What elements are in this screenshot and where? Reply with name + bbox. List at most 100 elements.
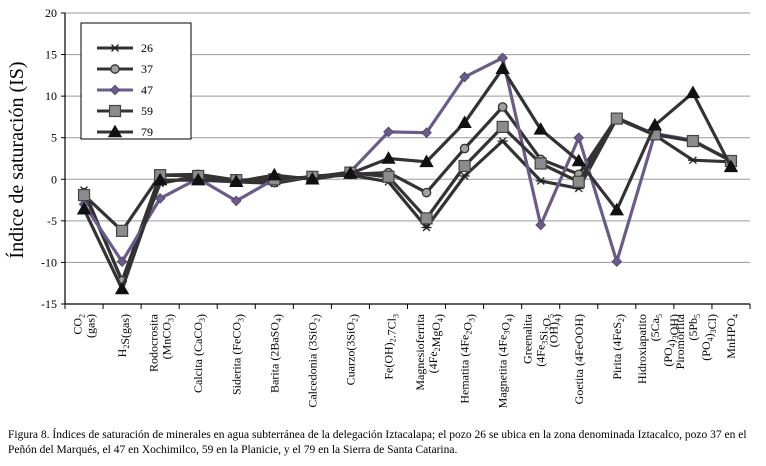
category-label-siderita: Siderita (FeCO3) xyxy=(229,314,246,395)
data-point xyxy=(110,64,120,74)
data-point xyxy=(229,174,244,188)
legend-item-79: 79 xyxy=(97,124,153,139)
data-point xyxy=(114,281,130,295)
data-point xyxy=(497,137,508,145)
category-label-pirita: Pirita (4FeS2) xyxy=(610,314,627,380)
data-point xyxy=(267,167,282,181)
legend-box xyxy=(80,22,192,140)
data-point xyxy=(533,122,548,135)
data-point xyxy=(305,171,320,185)
category-label-co2: CO2 xyxy=(71,314,87,335)
category-label-calcedonia: Calcedonia (3SiO2) xyxy=(305,314,322,408)
data-point xyxy=(419,154,434,168)
y-tick-label: 20 xyxy=(45,6,57,20)
saturation-index-chart: -15 -10 -5 0 5 10 15 20 CO2(gas) H2S(gas) Rodocro… xyxy=(5,6,751,408)
y-tick-label: -15 xyxy=(41,297,57,311)
data-point xyxy=(685,85,701,99)
data-point xyxy=(647,117,663,131)
category-label-rodocrosita: Rodocrosita xyxy=(147,313,161,372)
data-point xyxy=(572,175,585,188)
data-point xyxy=(535,176,546,185)
category-label-cuarzo: Cuarzo(3SiO2) xyxy=(343,314,360,385)
series-line-79 xyxy=(82,67,733,291)
y-tick-label: 5 xyxy=(51,131,57,145)
category-label-hematita: Hematita (4Fe2O3) xyxy=(458,314,478,404)
data-point xyxy=(108,104,122,118)
category-label-hidroxiapatito: (5Ca5 xyxy=(648,314,664,341)
y-axis-label: Índice de saturación (IS) xyxy=(5,61,28,258)
data-point xyxy=(611,256,623,267)
data-point xyxy=(381,151,396,164)
series-line-47 xyxy=(82,56,732,264)
data-point xyxy=(421,187,432,198)
data-point xyxy=(687,156,698,165)
data-point xyxy=(109,84,121,96)
category-label-magnetita: Magnetita (4Fe3O4) xyxy=(496,314,516,408)
y-tick-label: -10 xyxy=(41,255,57,269)
data-point xyxy=(610,112,623,125)
category-label-co2: (gas) xyxy=(84,314,98,338)
legend-label-26: 26 xyxy=(141,41,153,55)
category-label-h2s: H2S(gas) xyxy=(115,314,132,357)
data-point xyxy=(115,224,129,237)
data-point xyxy=(191,172,206,186)
data-point xyxy=(107,124,123,138)
data-point xyxy=(152,172,168,186)
data-point xyxy=(110,44,120,52)
data-point xyxy=(154,193,166,204)
data-point xyxy=(76,201,92,215)
category-label-piromorfita: Piromorfita xyxy=(673,313,687,369)
data-point xyxy=(573,132,585,144)
category-label-barita: Barita (2BaSO4) xyxy=(267,314,284,393)
data-point xyxy=(459,143,470,154)
y-tick-label: 15 xyxy=(45,48,57,62)
series-79 xyxy=(76,61,739,295)
series-lines xyxy=(76,52,739,295)
category-label-hidroxiapatito: (PO4)3OH) xyxy=(661,314,681,367)
data-point xyxy=(686,134,700,148)
data-point xyxy=(343,166,358,179)
data-point xyxy=(421,223,432,232)
category-label-piromorfita: (PO4)3Cl) xyxy=(699,314,719,361)
legend-label-79: 79 xyxy=(141,125,153,139)
legend-item-26: 26 xyxy=(97,41,153,55)
data-point xyxy=(497,102,508,112)
y-tick-label: 0 xyxy=(51,172,57,186)
data-point xyxy=(459,71,470,83)
category-label-piromorfita: (5Pb5 xyxy=(686,314,702,341)
data-point xyxy=(383,126,394,138)
data-point xyxy=(495,61,510,74)
data-point xyxy=(459,172,470,180)
category-labels: CO2(gas) H2S(gas) Rodocrosita (MnCO3) Calcit… xyxy=(71,313,741,408)
category-label-magnesioferrita: Magnesioferrita xyxy=(413,313,427,390)
category-label-greenalita: (OH)4) xyxy=(547,314,564,347)
legend-item-59: 59 xyxy=(97,104,153,118)
series-line-59 xyxy=(82,116,732,233)
legend: 26 37 47 59 79 xyxy=(80,22,192,140)
legend-label-37: 37 xyxy=(141,62,153,76)
category-label-greenalita: Greenalita xyxy=(521,313,535,364)
category-label-rodocrosita: (MnCO3) xyxy=(160,314,177,359)
legend-item-37: 37 xyxy=(97,62,153,76)
data-point xyxy=(723,159,739,173)
category-label-feoh: Fe(OH)2.7Cl3 xyxy=(382,314,401,380)
legend-label-59: 59 xyxy=(141,104,153,118)
figure-caption: Figura 8. Índices de saturación de miner… xyxy=(8,429,747,456)
category-label-mnhpo4: MnHPO4 xyxy=(724,314,740,359)
data-point xyxy=(116,256,128,267)
data-point xyxy=(534,157,547,170)
data-point xyxy=(457,115,472,129)
data-point xyxy=(230,195,242,207)
data-point xyxy=(458,159,471,173)
data-point xyxy=(496,120,509,134)
category-label-greenalita: (4Fe3Si2O5 xyxy=(534,314,556,367)
series-26 xyxy=(79,114,736,286)
data-point xyxy=(571,153,586,167)
axes: -15 -10 -5 0 5 10 15 20 xyxy=(41,6,751,311)
data-point xyxy=(77,188,91,202)
data-point xyxy=(382,170,395,183)
data-point xyxy=(609,202,624,216)
category-label-magnesioferrita: (4Fe2MgO4) xyxy=(426,314,446,373)
y-tick-label: 10 xyxy=(45,89,57,103)
category-label-calcita: Calcita (CaCO3) xyxy=(191,314,208,393)
